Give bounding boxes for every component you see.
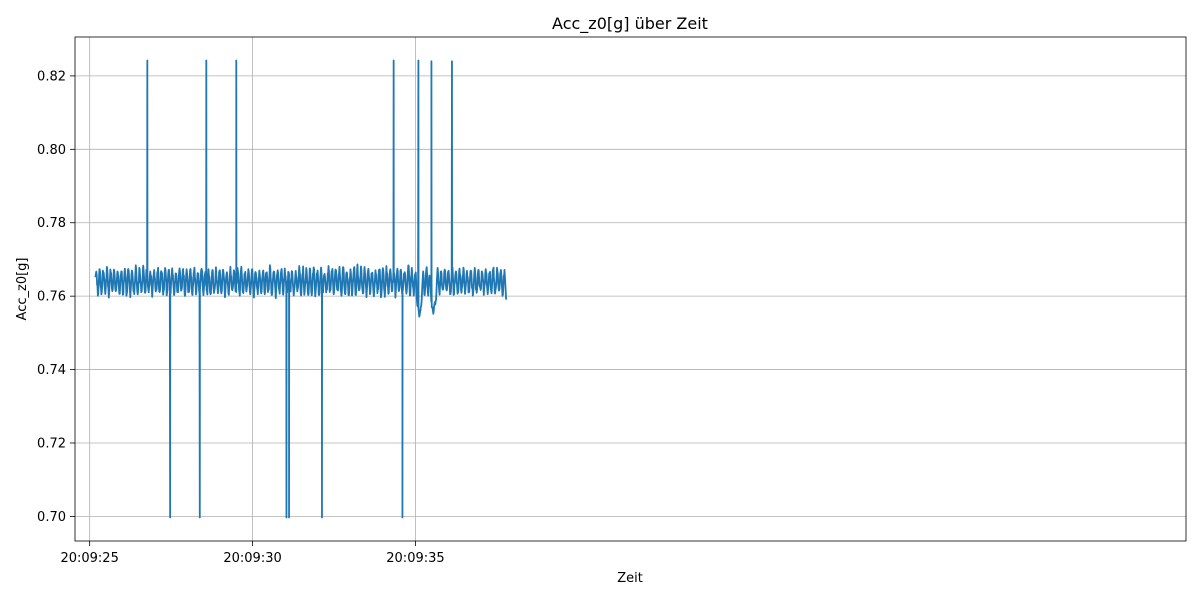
grid-lines xyxy=(75,37,1186,541)
x-tick-label: 20:09:30 xyxy=(223,551,281,566)
y-tick-label: 0.70 xyxy=(37,510,66,525)
x-axis-label: Zeit xyxy=(617,571,643,586)
plot-frame xyxy=(74,36,1187,542)
y-axis-label: Acc_z0[g] xyxy=(15,258,30,321)
series-line xyxy=(94,59,507,519)
y-tick-label: 0.76 xyxy=(37,290,66,305)
y-tick-label: 0.74 xyxy=(37,363,66,378)
axis-ticks: 20:09:25 20:09:30 20:09:35 0.70 0.72 0.74 0.76… xyxy=(37,69,445,566)
y-tick-label: 0.78 xyxy=(37,216,66,231)
series-layer xyxy=(94,59,507,519)
y-tick-label: 0.80 xyxy=(37,143,66,158)
y-tick-label: 0.82 xyxy=(37,69,66,84)
y-tick-label: 0.72 xyxy=(37,436,66,451)
x-tick-label: 20:09:25 xyxy=(60,551,118,566)
chart-title: Acc_z0[g] über Zeit xyxy=(552,14,708,34)
x-tick-label: 20:09:35 xyxy=(386,551,444,566)
